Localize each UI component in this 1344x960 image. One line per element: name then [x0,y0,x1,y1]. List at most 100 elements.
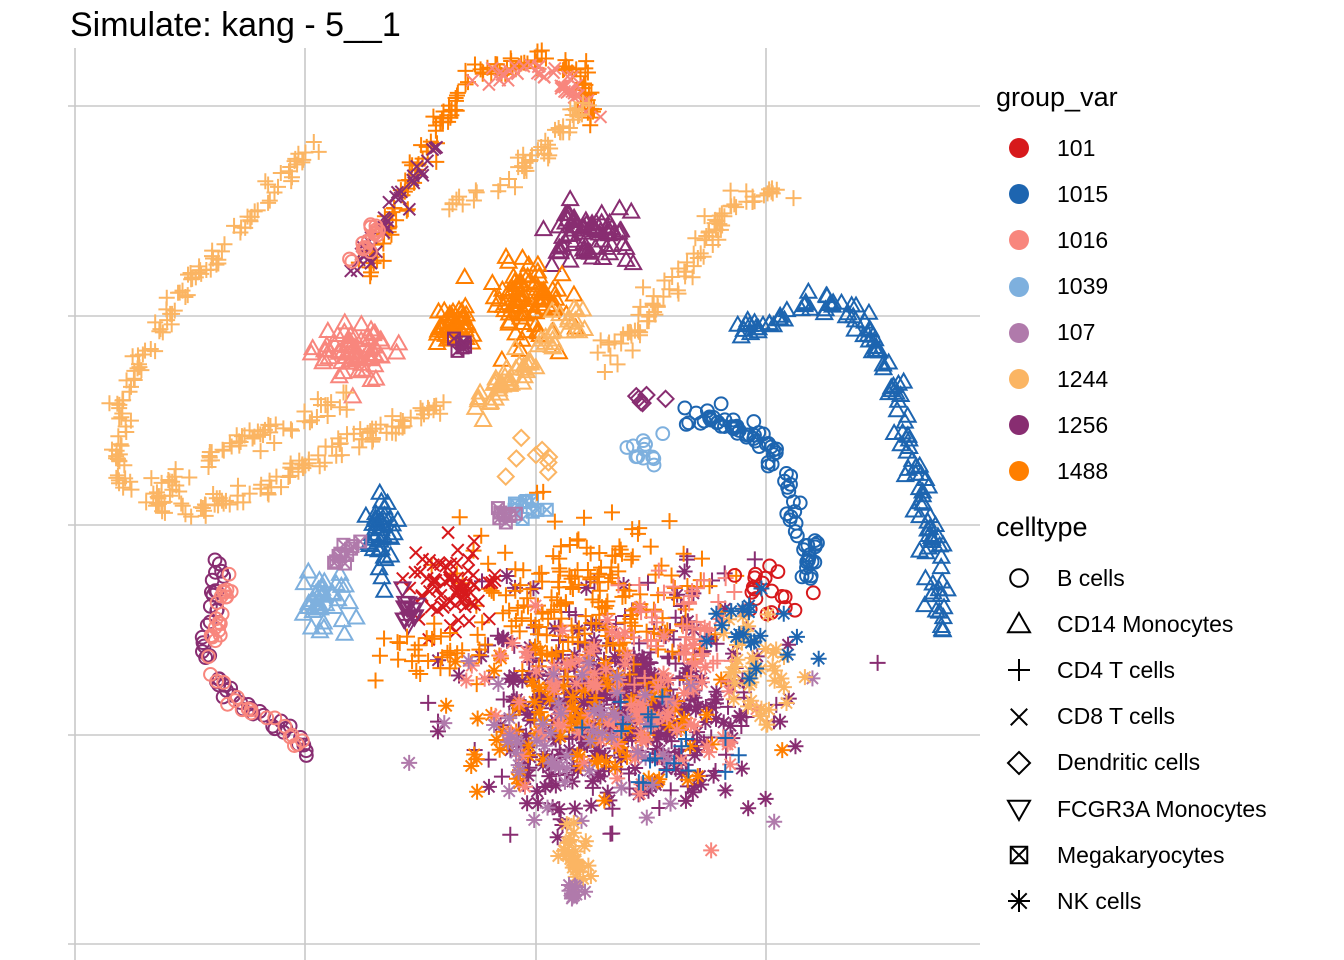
data-point [678,617,695,634]
data-point [332,610,352,628]
cluster-13 [143,384,355,504]
data-point [529,783,546,800]
data-point [582,697,599,714]
data-point [619,647,636,664]
data-point [673,752,690,769]
data-point [654,688,671,705]
data-point [533,722,550,739]
data-point [749,648,766,665]
data-point [568,675,585,692]
data-point [328,589,348,607]
data-point [602,825,619,842]
data-point [243,702,259,718]
data-point [591,212,612,230]
data-point [787,504,803,519]
data-point [546,681,563,698]
data-point [191,258,208,275]
data-point [210,255,227,272]
data-point [260,176,277,193]
data-point [633,725,650,742]
data-point [558,816,575,833]
data-point [496,246,516,264]
data-point [575,695,592,712]
data-point [655,628,672,645]
data-point [334,623,355,641]
celltype-legend-item: Megakaryocytes [996,832,1267,878]
data-point [515,562,532,579]
data-point [629,743,646,760]
data-point [643,690,660,707]
data-point [505,672,522,689]
data-point [444,314,464,332]
data-point [512,247,533,265]
data-point [501,171,518,188]
data-point [167,461,184,478]
circle-icon [996,555,1042,601]
data-point [457,583,471,597]
data-point [538,462,558,482]
data-point [482,612,496,626]
data-point [895,465,915,483]
data-point [203,667,218,682]
data-point [534,716,551,733]
data-point [108,469,125,486]
data-point [562,654,579,671]
data-point [168,477,185,494]
data-point [923,582,943,600]
data-point [573,709,590,726]
data-point [613,722,630,739]
data-point [777,589,793,605]
data-point [638,656,655,673]
data-point [561,876,578,893]
data-point [511,775,528,792]
data-point [696,619,713,636]
data-point [686,747,703,764]
data-point [675,545,692,562]
data-point [565,310,586,328]
data-point [558,760,575,777]
data-point [531,618,548,635]
data-point [367,420,384,437]
data-point [249,202,266,219]
data-point [646,457,662,473]
data-point [312,396,329,413]
legend-color-swatch [996,402,1042,448]
data-point [549,237,570,255]
celltype-legend-label: B cells [1057,564,1125,591]
data-point [281,467,298,484]
data-point [708,710,725,727]
data-point [529,626,546,643]
data-point [458,339,473,354]
data-point [591,203,612,221]
data-point [581,762,598,779]
data-point [685,245,702,262]
data-point [740,800,757,817]
data-point [344,254,360,269]
data-point [602,217,622,235]
data-point [115,479,132,496]
data-point [406,169,420,183]
data-point [353,347,374,365]
data-point [495,67,509,82]
triangle-down-icon [996,786,1042,832]
data-point [272,164,289,181]
data-point [669,586,686,603]
group-legend-item: 1039 [996,264,1118,310]
data-point [461,552,476,567]
data-point [918,476,939,494]
data-point [603,729,620,746]
data-point [420,694,437,711]
data-point [551,550,568,567]
data-point [434,588,448,603]
data-point [370,482,390,500]
data-point [604,800,621,817]
data-point [465,546,480,561]
data-point [442,109,459,126]
data-point [723,198,740,215]
data-point [635,433,651,449]
data-point [492,647,509,664]
data-point [547,712,564,729]
data-point [287,738,302,753]
data-point [542,329,563,347]
cluster-14 [728,281,957,638]
